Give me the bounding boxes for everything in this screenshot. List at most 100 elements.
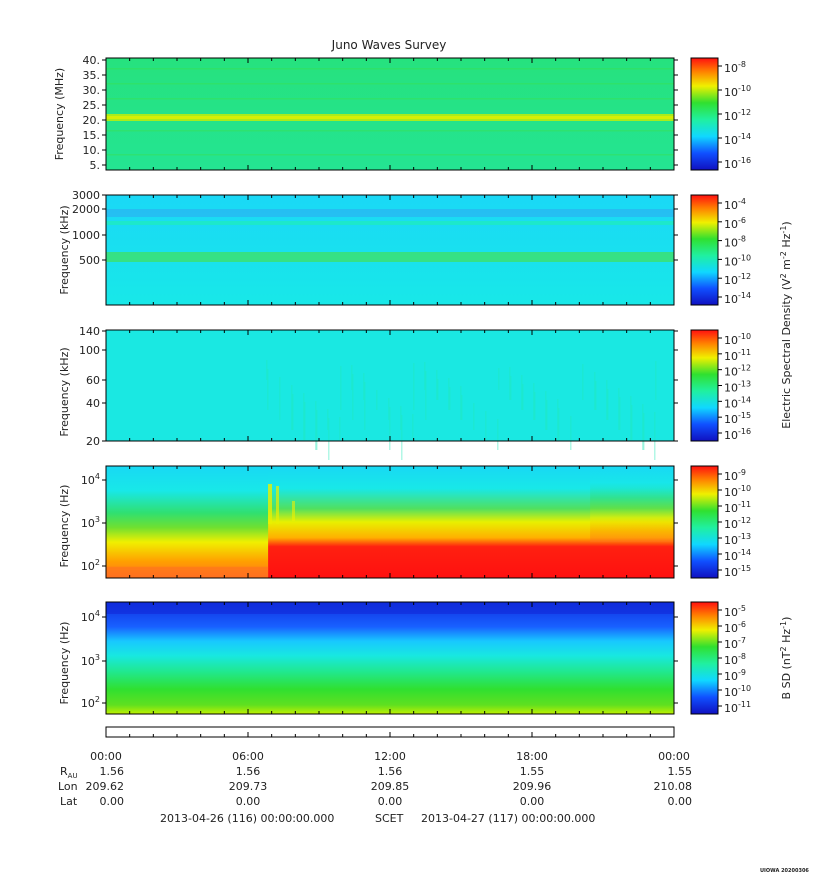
streak-25 — [291, 385, 293, 430]
streak-49 — [619, 397, 621, 430]
streak-38 — [352, 374, 354, 420]
late-fade — [590, 466, 674, 543]
cb-tick-label-6: 10-11 — [724, 700, 751, 715]
streak-52 — [510, 376, 512, 400]
time-label-0: 00:00 — [90, 750, 122, 763]
colorbar-3 — [690, 329, 719, 442]
ephem-Lat-1: 0.00 — [236, 795, 261, 808]
streak-29 — [279, 377, 281, 420]
ytick-label-3: 500 — [79, 254, 100, 267]
footer-frame: SCET — [375, 812, 404, 825]
panels: 40. 35. 30. 25. 20. 15. 10. 5. Frequency (MHz) 10… — [53, 54, 793, 715]
cb-tick-label-3: 10-8 — [724, 652, 746, 667]
ytick-label-5: 15. — [83, 129, 101, 142]
streak-43 — [437, 379, 439, 400]
cb-tick-label-0: 10-8 — [724, 60, 746, 75]
cb-tick-label-2: 10-8 — [724, 235, 746, 250]
ephem-Lat-4: 0.00 — [668, 795, 693, 808]
time-label-2: 12:00 — [374, 750, 406, 763]
cb-tick-label-3: 10-14 — [724, 132, 751, 147]
band-1800khz — [106, 209, 674, 217]
ytick-label-2: 102 — [81, 558, 100, 573]
streak-31 — [473, 403, 475, 430]
streak-34 — [364, 382, 366, 430]
streak-22 — [400, 406, 402, 430]
ytick-label-1: 35. — [83, 69, 101, 82]
cb-tick-label-2: 10-12 — [724, 108, 751, 123]
footer-end-time: 2013-04-27 (117) 00:00:00.000 — [421, 812, 595, 825]
streak-10 — [436, 370, 438, 400]
ytick-label-1: 2000 — [72, 203, 100, 216]
ytick-label-4: 20. — [83, 114, 101, 127]
streak-5 — [351, 365, 353, 390]
spectrogram-panel-5 — [106, 602, 674, 714]
streak-23 — [497, 419, 499, 450]
streak-8 — [642, 404, 644, 450]
footer-stamp: UIOWA 20200306 — [760, 868, 809, 874]
streak-26 — [388, 398, 390, 420]
streak-3 — [557, 399, 559, 440]
streak-39 — [449, 387, 451, 410]
ytick-label-2: 102 — [81, 695, 100, 710]
spike-1 — [268, 484, 272, 524]
spike-2 — [276, 486, 279, 524]
cb-tick-label-1: 10-6 — [724, 620, 746, 635]
streak-2 — [460, 386, 462, 420]
ytick-label-2: 30. — [83, 84, 101, 97]
streak-42 — [340, 366, 342, 410]
ytick-label-0: 40. — [83, 54, 101, 67]
ytick-label-3: 40 — [86, 397, 100, 410]
streak-46 — [328, 418, 330, 460]
band-1400khz — [106, 221, 674, 225]
streak-58 — [292, 394, 294, 430]
ephemeris-label-lat: Lat — [60, 795, 78, 808]
cb-tick-label-4: 10-14 — [724, 395, 751, 410]
streak-12 — [630, 396, 632, 440]
streak-36 — [558, 408, 560, 440]
ytick-label-0: 140 — [79, 325, 100, 338]
cb-tick-label-4: 10-16 — [724, 156, 751, 171]
streak-55 — [401, 415, 403, 460]
ephemeris-table: RAU Lon Lat 1.56 209.62 0.00 1.56 209.73 0.00… — [58, 765, 692, 808]
colorbar-label-electric: Electric Spectral Density (V2 m-2 Hz-1) — [779, 221, 793, 428]
yaxis-label-2: Frequency (kHz) — [58, 205, 71, 294]
ytick-label-0: 104 — [81, 472, 100, 487]
cb-tick-label-1: 10-6 — [724, 216, 746, 231]
faint-band-1 — [106, 83, 674, 85]
spike-3 — [292, 501, 295, 521]
footer: 2013-04-26 (116) 00:00:00.000 SCET 2013-… — [160, 812, 809, 874]
streak-30 — [376, 390, 378, 410]
ephemeris-label-r-sub: AU — [68, 772, 78, 780]
ephem-Lat-2: 0.00 — [378, 795, 403, 808]
cb-tick-label-2: 10-11 — [724, 500, 751, 515]
colorbar-1 — [690, 57, 719, 171]
streak-17 — [315, 401, 317, 450]
ephem-Lon-1: 209.73 — [229, 780, 268, 793]
streak-40 — [546, 400, 548, 430]
ytick-label-7: 5. — [90, 159, 101, 172]
ytick-label-3: 25. — [83, 99, 101, 112]
ytick-label-1: 103 — [81, 515, 100, 530]
cb-tick-label-3: 10-10 — [724, 253, 751, 268]
streak-6 — [448, 378, 450, 410]
colorbar-5 — [690, 601, 719, 715]
ephem-Lat-0: 0.00 — [100, 795, 125, 808]
streak-11 — [533, 383, 535, 420]
streak-0 — [266, 360, 268, 380]
cb-tick-label-3: 10-12 — [724, 516, 751, 531]
cb-tick-label-5: 10-15 — [724, 411, 751, 426]
footer-start-time: 2013-04-26 (116) 00:00:00.000 — [160, 812, 334, 825]
streak-45 — [631, 405, 633, 440]
yaxis-label-1: Frequency (MHz) — [53, 68, 66, 160]
streak-44 — [534, 392, 536, 420]
streak-16 — [618, 388, 620, 430]
cb-tick-label-4: 10-9 — [724, 668, 746, 683]
streak-19 — [509, 367, 511, 400]
streak-56 — [498, 368, 500, 390]
streak-48 — [522, 384, 524, 410]
ytick-label-0: 104 — [81, 609, 100, 624]
streak-32 — [570, 416, 572, 450]
streak-59 — [389, 407, 391, 450]
ephem-R-2: 1.56 — [378, 765, 403, 778]
faint-band-0 — [106, 68, 674, 70]
